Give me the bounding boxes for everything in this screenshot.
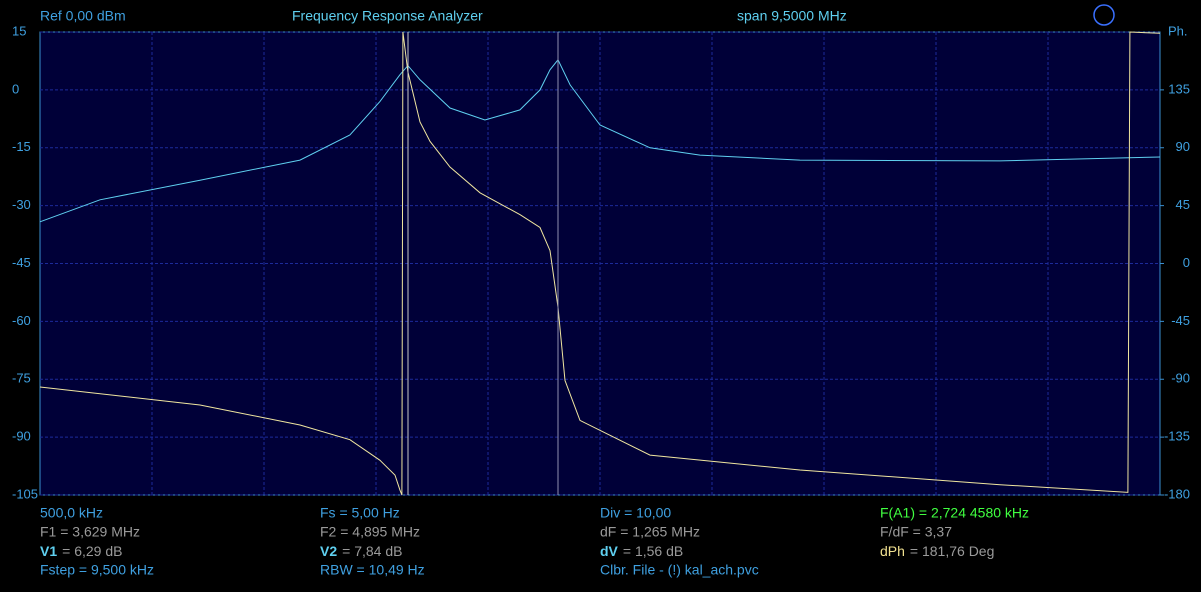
readout-value: = 1,56 dB [623, 543, 683, 559]
readout-label: V2 [320, 543, 337, 559]
readout-label: dV [600, 543, 619, 559]
readout-value: = 7,84 dB [342, 543, 402, 559]
y2-tick-label: 90 [1176, 139, 1190, 154]
readout: F(A1) = 2,724 4580 kHz [880, 505, 1029, 521]
y2-tick-label: 0 [1183, 255, 1190, 270]
ref-level: Ref 0,00 dBm [40, 8, 126, 24]
y2-axis-label: Ph. [1168, 23, 1188, 38]
readout: dV = 1,56 dB [600, 543, 683, 559]
trace [39, 58, 1161, 223]
readout: 500,0 kHz [40, 505, 103, 521]
y2-tick-label: -135 [1164, 429, 1190, 444]
readout: V1 = 6,29 dB [40, 543, 122, 559]
readout-label: dPh [880, 543, 905, 559]
y-tick-label: 15 [12, 23, 26, 38]
y-tick-label: 0 [12, 81, 19, 96]
y-tick-label: -105 [12, 486, 38, 501]
y2-tick-label: 135 [1168, 81, 1190, 96]
y2-tick-label: -90 [1171, 371, 1190, 386]
y-tick-label: -30 [12, 197, 31, 212]
title: Frequency Response Analyzer [292, 8, 483, 24]
y-tick-label: -60 [12, 313, 31, 328]
readout: F1 = 3,629 MHz [40, 524, 140, 540]
readout-label: V1 [40, 543, 57, 559]
trace [39, 31, 1161, 496]
status-indicator[interactable] [1093, 4, 1115, 26]
y-tick-label: -45 [12, 255, 31, 270]
readout: Div = 10,00 [600, 505, 671, 521]
span: span 9,5000 MHz [737, 8, 847, 24]
y-tick-label: -15 [12, 139, 31, 154]
readout: F2 = 4,895 MHz [320, 524, 420, 540]
y2-tick-label: -45 [1171, 313, 1190, 328]
readout: F/dF = 3,37 [880, 524, 952, 540]
y2-tick-label: 45 [1176, 197, 1190, 212]
readout: Fstep = 9,500 kHz [40, 562, 154, 578]
readout: V2 = 7,84 dB [320, 543, 402, 559]
readout: RBW = 10,49 Hz [320, 562, 425, 578]
readout: dF = 1,265 MHz [600, 524, 700, 540]
y2-tick-label: -180 [1164, 486, 1190, 501]
readout-value: = 181,76 Deg [910, 543, 994, 559]
readout: Clbr. File - (!) kal_ach.pvc [600, 562, 759, 578]
readout: dPh = 181,76 Deg [880, 543, 994, 559]
readout-value: = 6,29 dB [62, 543, 122, 559]
y-tick-label: -75 [12, 371, 31, 386]
readout: Fs = 5,00 Hz [320, 505, 400, 521]
y-tick-label: -90 [12, 429, 31, 444]
